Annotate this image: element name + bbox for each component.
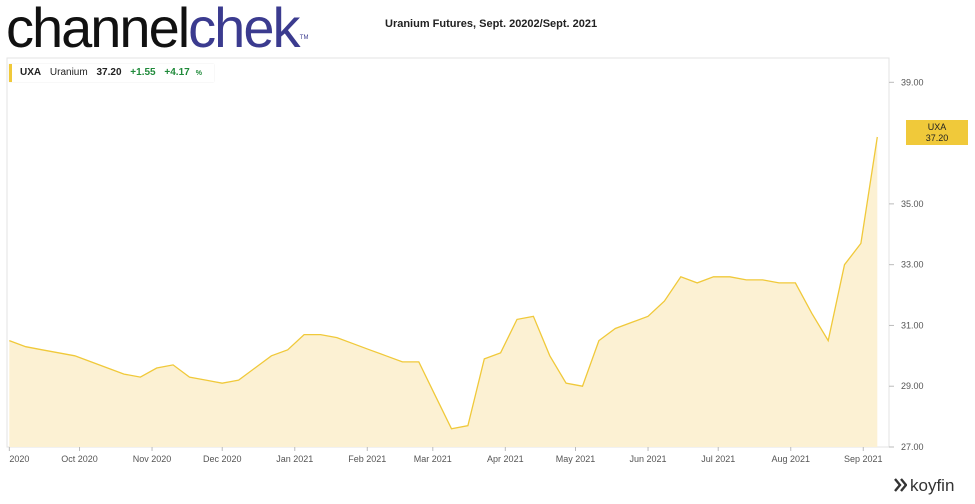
x-tick-label: May 2021 [556, 454, 596, 464]
channelchek-logo: channelchek TM [6, 0, 308, 59]
koyfin-icon [894, 478, 907, 492]
y-tick-label: 31.00 [901, 320, 924, 330]
series-line-uxa [9, 136, 878, 430]
legend-change-percent-value: +4.17 [164, 67, 190, 78]
x-tick-label: Sep 2021 [844, 454, 883, 464]
legend-change: +1.55 [130, 67, 156, 78]
x-tick-label: Feb 2021 [348, 454, 386, 464]
y-tick-label: 27.00 [901, 442, 924, 452]
legend-percent-sign: % [195, 70, 202, 77]
x-tick-label: Dec 2020 [203, 454, 242, 464]
x-tick-label: Jun 2021 [630, 454, 667, 464]
series-legend: UXA Uranium 37.20 +1.55 +4.17% [9, 64, 214, 82]
x-tick-label: Aug 2021 [771, 454, 810, 464]
legend-ticker: UXA [20, 67, 42, 78]
logo-trademark: TM [299, 35, 309, 41]
chart-title: Uranium Futures, Sept. 20202/Sept. 2021 [385, 18, 598, 30]
x-tick-label: 2020 [9, 454, 29, 464]
price-tag-ticker: UXA [927, 122, 947, 132]
legend-change-percent: +4.17% [164, 67, 202, 78]
y-tick-label: 33.00 [901, 260, 924, 270]
koyfin-wordmark: koyfin [910, 476, 955, 495]
y-tick-label: 35.00 [901, 199, 924, 209]
logo-part-chek: chek [188, 0, 300, 59]
price-tag-value: 37.20 [925, 133, 949, 143]
logo-part-channel: channel [6, 0, 190, 59]
x-tick-label: Jul 2021 [701, 454, 735, 464]
y-tick-label: 39.00 [901, 77, 924, 87]
x-tick-label: Nov 2020 [133, 454, 172, 464]
series-area-uxa [9, 137, 878, 447]
legend-price: 37.20 [96, 67, 122, 78]
x-tick-label: Mar 2021 [414, 454, 452, 464]
x-tick-label: Jan 2021 [276, 454, 313, 464]
last-price-tag: UXA 37.20 [906, 120, 968, 145]
x-tick-label: Oct 2020 [61, 454, 98, 464]
koyfin-brand: koyfin [893, 476, 954, 496]
x-tick-label: Apr 2021 [487, 454, 524, 464]
y-tick-label: 29.00 [901, 381, 924, 391]
legend-name: Uranium [49, 67, 88, 78]
